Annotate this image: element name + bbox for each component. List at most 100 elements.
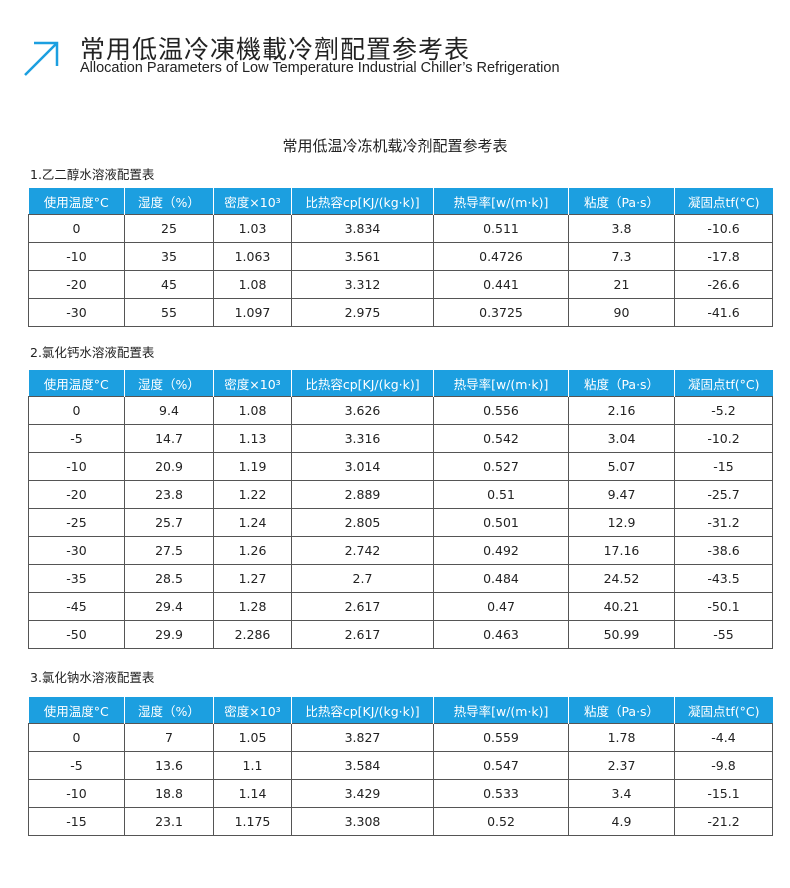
- column-header: 粘度（Pa·s）: [568, 697, 675, 724]
- table-row: -25 25.7 1.24 2.805 0.501 12.9 -31.2: [28, 508, 773, 537]
- table-cell: -25: [28, 508, 125, 537]
- table-cell: 2.617: [291, 620, 434, 649]
- table-cell: -9.8: [674, 751, 773, 780]
- table-cell: 24.52: [568, 564, 675, 593]
- table-cell: -10: [28, 779, 125, 808]
- table-cell: 3.014: [291, 452, 434, 481]
- table-cell: -38.6: [674, 536, 773, 565]
- table-cell: 0.533: [433, 779, 569, 808]
- table-cell: 2.7: [291, 564, 434, 593]
- table-row: 0 25 1.03 3.834 0.511 3.8 -10.6: [28, 214, 773, 243]
- table-row: -20 45 1.08 3.312 0.441 21 -26.6: [28, 270, 773, 299]
- table-cell: 1.08: [213, 396, 292, 425]
- column-header: 湿度（%）: [124, 188, 214, 215]
- table-cell: 1.14: [213, 779, 292, 808]
- column-header: 热导率[w/(m·k)]: [433, 697, 569, 724]
- table-cell: 0.547: [433, 751, 569, 780]
- table-cell: 2.37: [568, 751, 675, 780]
- table-cell: -20: [28, 480, 125, 509]
- table-cell: 17.16: [568, 536, 675, 565]
- table-cell: 0: [28, 396, 125, 425]
- table-cell: 2.617: [291, 592, 434, 621]
- table-cell: -31.2: [674, 508, 773, 537]
- table-cell: 2.286: [213, 620, 292, 649]
- table-cell: 0.484: [433, 564, 569, 593]
- column-header: 使用温度°C: [28, 697, 125, 724]
- table-cell: 29.9: [124, 620, 214, 649]
- column-header: 热导率[w/(m·k)]: [433, 370, 569, 397]
- table-cell: 50.99: [568, 620, 675, 649]
- table-cell: -41.6: [674, 298, 773, 327]
- table-cell: 21: [568, 270, 675, 299]
- table-cell: 1.175: [213, 807, 292, 836]
- column-header: 密度×10³: [213, 370, 292, 397]
- table-cell: 1.08: [213, 270, 292, 299]
- section-label: 1.乙二醇水溶液配置表: [30, 167, 155, 182]
- table-cell: -30: [28, 298, 125, 327]
- table-cell: 0.4726: [433, 242, 569, 271]
- table-cell: 55: [124, 298, 214, 327]
- page-title: 常用低温冷凍機載冷劑配置参考表: [80, 35, 471, 64]
- table-cell: 0.47: [433, 592, 569, 621]
- table-cell: 3.584: [291, 751, 434, 780]
- table-cell: -50.1: [674, 592, 773, 621]
- table-cell: 18.8: [124, 779, 214, 808]
- table-row: -5 13.6 1.1 3.584 0.547 2.37 -9.8: [28, 751, 773, 780]
- column-header: 密度×10³: [213, 697, 292, 724]
- main-title: 常用低温冷冻机载冷剂配置参考表: [282, 137, 508, 155]
- table-cell: 1.05: [213, 723, 292, 752]
- table-cell: 0.501: [433, 508, 569, 537]
- table-cell: 1.063: [213, 242, 292, 271]
- table-row: -10 20.9 1.19 3.014 0.527 5.07 -15: [28, 452, 773, 481]
- table-cell: 1.28: [213, 592, 292, 621]
- column-header: 使用温度°C: [28, 370, 125, 397]
- table-cell: 7: [124, 723, 214, 752]
- table-cell: 28.5: [124, 564, 214, 593]
- table-cell: -35: [28, 564, 125, 593]
- table-row: -35 28.5 1.27 2.7 0.484 24.52 -43.5: [28, 564, 773, 593]
- table-cell: -10.6: [674, 214, 773, 243]
- table-cell: 0.463: [433, 620, 569, 649]
- section-label: 3.氯化钠水溶液配置表: [30, 670, 155, 685]
- table-cell: -4.4: [674, 723, 773, 752]
- column-header: 粘度（Pa·s）: [568, 370, 675, 397]
- table-cell: 29.4: [124, 592, 214, 621]
- column-header: 比热容cp[KJ/(kg·k)]: [291, 188, 434, 215]
- table-cell: -45: [28, 592, 125, 621]
- table-cell: 3.308: [291, 807, 434, 836]
- table-cell: 45: [124, 270, 214, 299]
- column-header: 粘度（Pa·s）: [568, 188, 675, 215]
- table-cell: 25.7: [124, 508, 214, 537]
- table-cell: 90: [568, 298, 675, 327]
- table-cell: -17.8: [674, 242, 773, 271]
- table-cell: -55: [674, 620, 773, 649]
- table-cell: -43.5: [674, 564, 773, 593]
- table-cell: -10.2: [674, 424, 773, 453]
- page-subtitle: Allocation Parameters of Low Temperature…: [80, 60, 560, 76]
- table-cell: 3.834: [291, 214, 434, 243]
- table-cell: 27.5: [124, 536, 214, 565]
- table-row: -20 23.8 1.22 2.889 0.51 9.47 -25.7: [28, 480, 773, 509]
- table-cell: 1.24: [213, 508, 292, 537]
- table-cell: 2.889: [291, 480, 434, 509]
- table-cell: -15: [674, 452, 773, 481]
- table-cell: 1.1: [213, 751, 292, 780]
- table-cell: 9.4: [124, 396, 214, 425]
- table-cell: -10: [28, 242, 125, 271]
- table-cell: 20.9: [124, 452, 214, 481]
- table-cell: 0.441: [433, 270, 569, 299]
- table-cell: 3.312: [291, 270, 434, 299]
- table-cell: 13.6: [124, 751, 214, 780]
- table-cell: -5: [28, 424, 125, 453]
- table-row: -45 29.4 1.28 2.617 0.47 40.21 -50.1: [28, 592, 773, 621]
- table-cell: 3.8: [568, 214, 675, 243]
- table-row: -50 29.9 2.286 2.617 0.463 50.99 -55: [28, 620, 773, 649]
- table-cell: 7.3: [568, 242, 675, 271]
- table-cell: 9.47: [568, 480, 675, 509]
- column-header: 湿度（%）: [124, 697, 214, 724]
- table-cell: 2.805: [291, 508, 434, 537]
- table-cell: 40.21: [568, 592, 675, 621]
- table-row: 0 9.4 1.08 3.626 0.556 2.16 -5.2: [28, 396, 773, 425]
- table-cell: 3.316: [291, 424, 434, 453]
